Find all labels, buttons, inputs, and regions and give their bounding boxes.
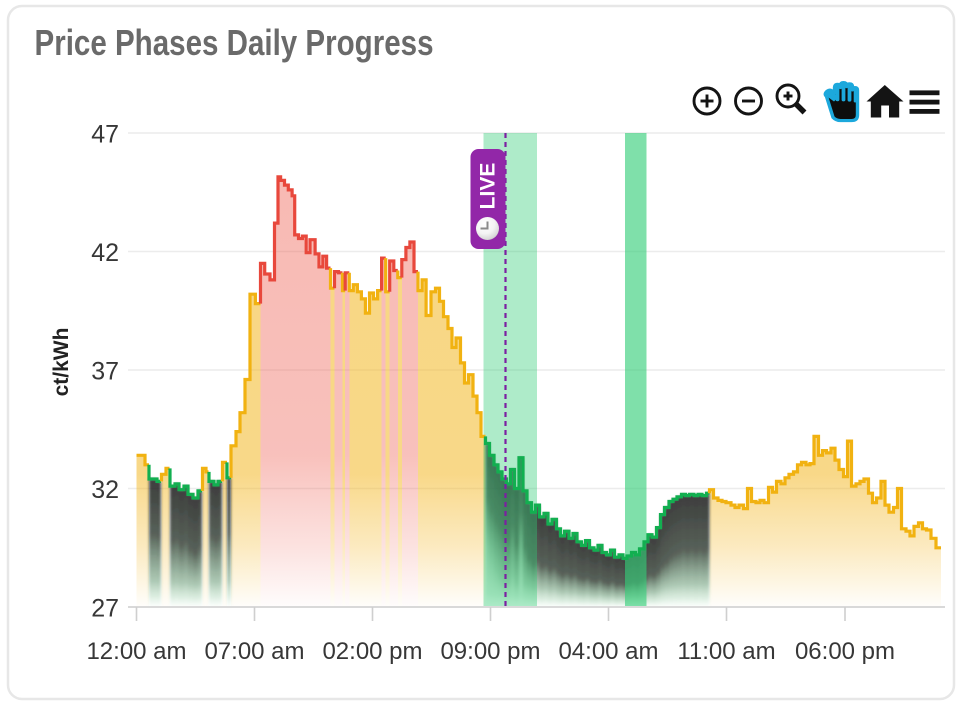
svg-text:47: 47 [91,121,119,149]
svg-text:04:00 am: 04:00 am [558,638,658,665]
svg-text:06:00 pm: 06:00 pm [795,638,895,665]
svg-text:02:00 pm: 02:00 pm [322,638,422,665]
svg-text:32: 32 [91,476,119,504]
svg-text:LIVE: LIVE [477,163,500,210]
svg-text:09:00 pm: 09:00 pm [440,638,540,665]
svg-text:Price Phases Daily Progress: Price Phases Daily Progress [35,22,434,63]
svg-text:27: 27 [91,595,119,623]
svg-text:07:00 am: 07:00 am [204,638,304,665]
svg-text:42: 42 [91,239,119,267]
svg-text:11:00 am: 11:00 am [677,638,775,665]
svg-text:ct/kWh: ct/kWh [50,328,73,397]
svg-text:37: 37 [91,358,119,386]
svg-text:12:00 am: 12:00 am [86,638,186,665]
